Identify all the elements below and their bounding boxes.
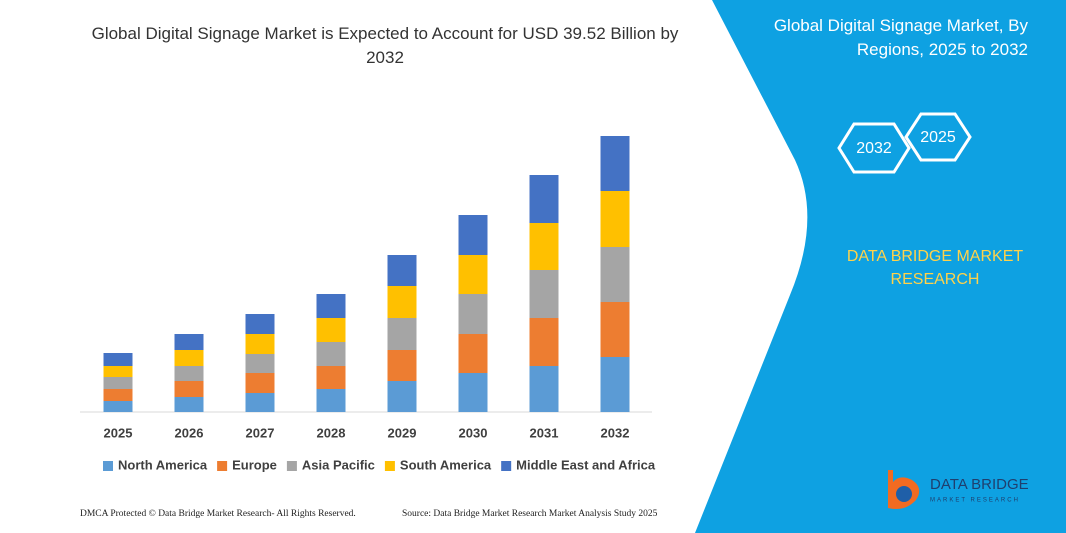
bar-segment (245, 334, 275, 354)
bar-segment (387, 318, 417, 350)
legend-label: Middle East and Africa (516, 457, 656, 472)
bar-segment (458, 294, 488, 334)
bar-segment (600, 136, 630, 191)
bar-segment (458, 215, 488, 255)
bar-segment (458, 373, 488, 412)
footer-source: Source: Data Bridge Market Research Mark… (402, 509, 658, 519)
panel-title: Global Digital Signage Market, By Region… (773, 16, 1028, 59)
legend-swatch (501, 461, 512, 471)
legend-swatch (103, 461, 113, 471)
bar-segment (174, 366, 204, 381)
bar-segment (245, 393, 275, 412)
bar-segment (387, 381, 417, 412)
legend-label: Europe (232, 457, 277, 472)
bar-segment (529, 270, 559, 318)
legend-swatch (286, 461, 297, 471)
x-tick-label: 2026 (175, 425, 204, 440)
bar-segment (103, 377, 133, 389)
bar-segment (458, 334, 488, 373)
logo-sub: MARKET RESEARCH (930, 498, 1020, 504)
x-tick-label: 2032 (601, 425, 630, 440)
hexagon (837, 122, 911, 174)
legend-label: North America (118, 457, 208, 472)
legend-label: Asia Pacific (302, 457, 375, 472)
x-tick-label: 2031 (530, 425, 559, 440)
legend-swatch (384, 461, 395, 471)
x-tick-label: 2028 (317, 425, 346, 440)
bar-segment (103, 389, 133, 401)
bar-segment (174, 350, 204, 366)
logo-text: DATA BRIDGE (930, 476, 1029, 493)
hex-label: 2025 (920, 129, 956, 146)
bar-segment (600, 247, 630, 302)
legend-swatch (217, 461, 228, 471)
bar-segment (600, 302, 630, 357)
footer-note: DMCA Protected © Data Bridge Market Rese… (80, 509, 356, 519)
bar-segment (103, 366, 133, 377)
hexagon (904, 112, 972, 162)
bar-segment (316, 318, 346, 342)
bar-segment (174, 381, 204, 397)
logo: DATA BRIDGE MARKET RESEARCH (888, 470, 1029, 509)
bar-segment (529, 318, 559, 366)
x-tick-label: 2030 (459, 425, 488, 440)
bar-segment (316, 389, 346, 412)
x-tick-label: 2027 (246, 425, 275, 440)
bar-segment (387, 350, 417, 381)
bar-segment (387, 255, 417, 286)
bar-segment (316, 342, 346, 366)
bar-segment (245, 314, 275, 334)
bar-segment (103, 401, 133, 412)
hex-label: 2032 (856, 140, 892, 157)
brand: DATA BRIDGE MARKET RESEARCH (846, 248, 1024, 288)
bar-segment (600, 191, 630, 247)
bar-segment (245, 373, 275, 393)
bar-segment (316, 294, 346, 318)
bar-segment (529, 223, 559, 270)
bar-segment (387, 286, 417, 318)
bar-segment (529, 175, 559, 223)
chart-title: Global Digital Signage Market is Expecte… (91, 24, 679, 67)
bar-segment (174, 397, 204, 412)
legend-label: South America (400, 457, 492, 472)
bar-segment (458, 255, 488, 294)
bar-segment (245, 354, 275, 373)
x-tick-label: 2029 (388, 425, 417, 440)
bar-segment (316, 366, 346, 389)
bar-segment (529, 366, 559, 412)
side-panel (695, 0, 1066, 533)
x-tick-label: 2025 (104, 425, 133, 440)
bar-segment (103, 353, 133, 366)
bar-segment (600, 357, 630, 412)
bar-segment (174, 334, 204, 350)
logo-mark (896, 486, 912, 502)
